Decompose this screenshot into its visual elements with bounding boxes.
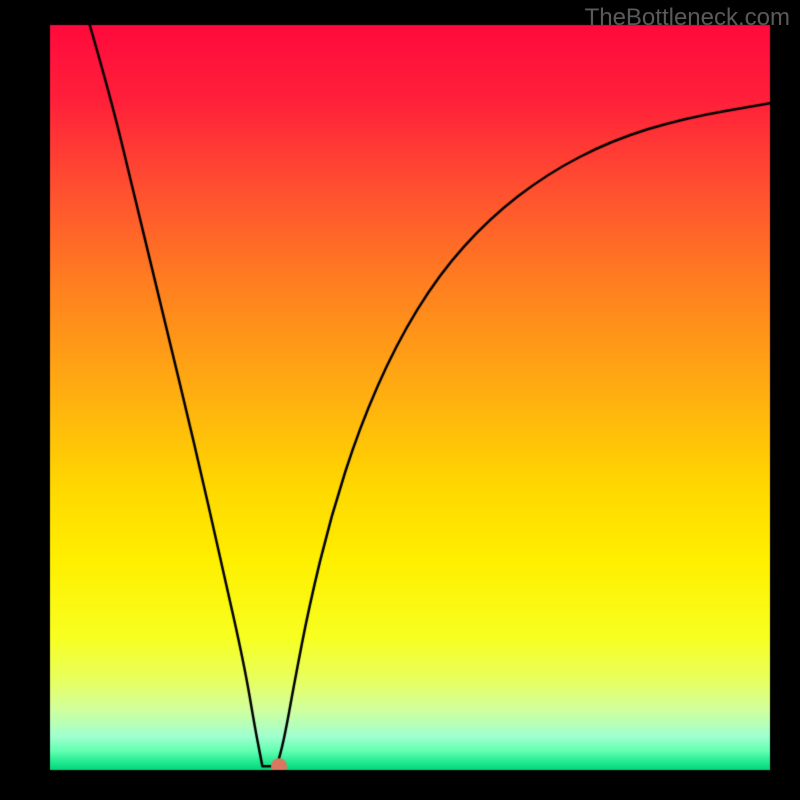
chart-container: TheBottleneck.com: [0, 0, 800, 800]
bottleneck-chart-canvas: [0, 0, 800, 800]
